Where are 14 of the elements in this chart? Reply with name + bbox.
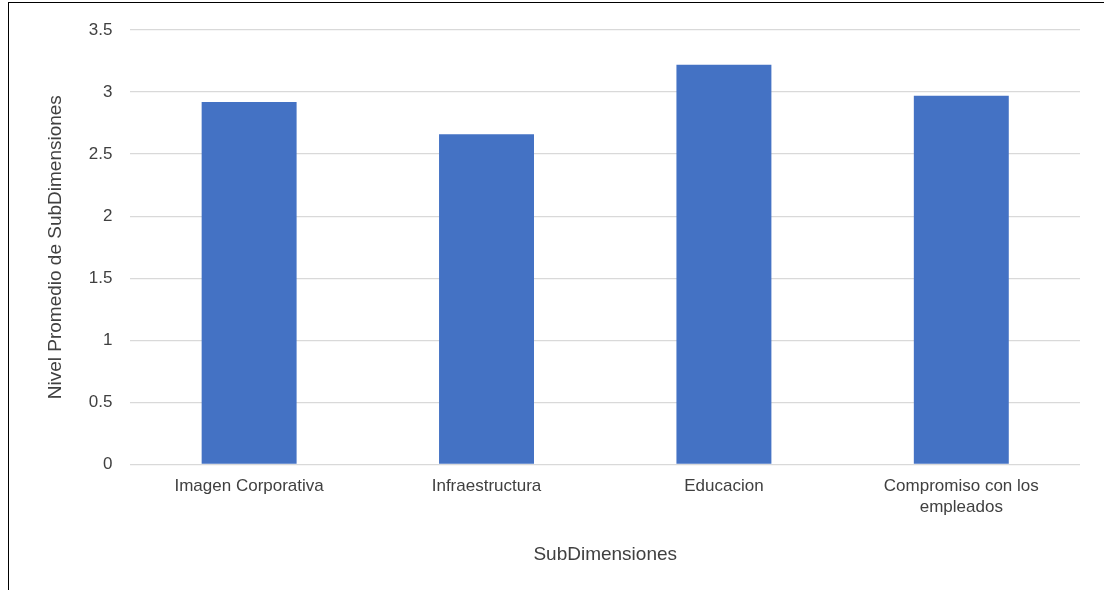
y-tick-label: 1.5 xyxy=(88,267,113,287)
y-tick-label: 2.5 xyxy=(88,143,113,163)
y-tick-label: 0 xyxy=(102,454,113,474)
x-axis-title: SubDimensiones xyxy=(533,542,678,564)
x-tick-label: Infraestructura xyxy=(431,476,542,496)
x-tick-label: Imagen Corporativa xyxy=(174,476,325,496)
y-tick-label: 3 xyxy=(102,81,113,101)
x-tick-label: Compromiso con los empleados xyxy=(883,476,1039,516)
x-tick-label: Educacion xyxy=(684,476,764,496)
y-tick-label: 3.5 xyxy=(88,19,113,39)
y-tick-label: 2 xyxy=(102,205,113,225)
y-axis-title: Nivel Promedio de SubDimensiones xyxy=(43,95,65,400)
y-tick-label: 1 xyxy=(102,329,113,349)
y-tick-label: 0.5 xyxy=(88,392,113,412)
